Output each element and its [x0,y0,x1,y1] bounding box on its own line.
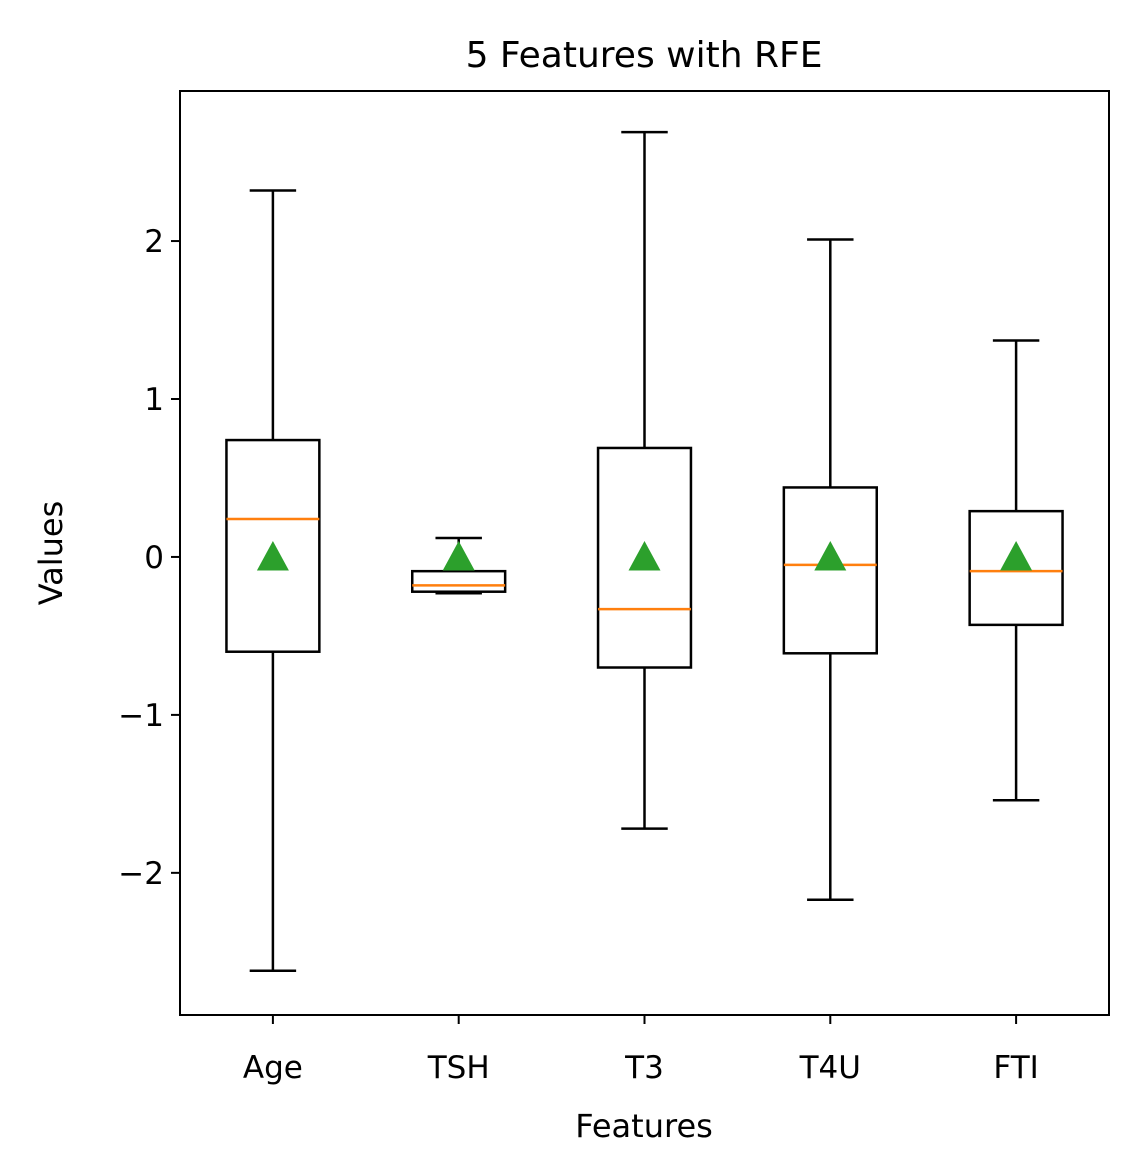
mean-marker [628,540,661,571]
plot-area: 2 1 0 −1 −2 Age TSH T3 T4U FTI [118,130,1064,1086]
box-iqr [782,486,878,655]
x-tick-label: T3 [624,1050,664,1086]
y-tick-label: 2 [144,224,164,260]
plot-frame [179,90,1110,1016]
x-tick-label: FTI [993,1050,1038,1086]
x-tick-label: T4U [799,1050,861,1086]
chart-title: 5 Features with RFE [466,35,823,76]
box-iqr [968,509,1064,627]
x-tick-label: TSH [427,1050,490,1086]
y-tick-label: −1 [118,698,164,734]
y-tick-label: −2 [118,856,164,892]
y-tick-label: 1 [144,382,164,418]
x-tick-label: Age [243,1050,303,1086]
y-axis-label: Values [32,501,70,606]
box-iqr [411,569,507,593]
mean-marker [814,540,847,571]
mean-marker [1000,540,1033,571]
mean-marker [442,540,475,571]
mean-marker [256,540,289,571]
y-tick-label: 0 [144,540,164,576]
box-iqr [596,446,693,669]
x-axis-label: Features [575,1107,713,1145]
box-iqr [225,438,321,653]
